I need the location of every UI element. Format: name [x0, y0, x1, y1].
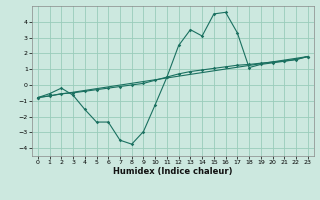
X-axis label: Humidex (Indice chaleur): Humidex (Indice chaleur) [113, 167, 233, 176]
